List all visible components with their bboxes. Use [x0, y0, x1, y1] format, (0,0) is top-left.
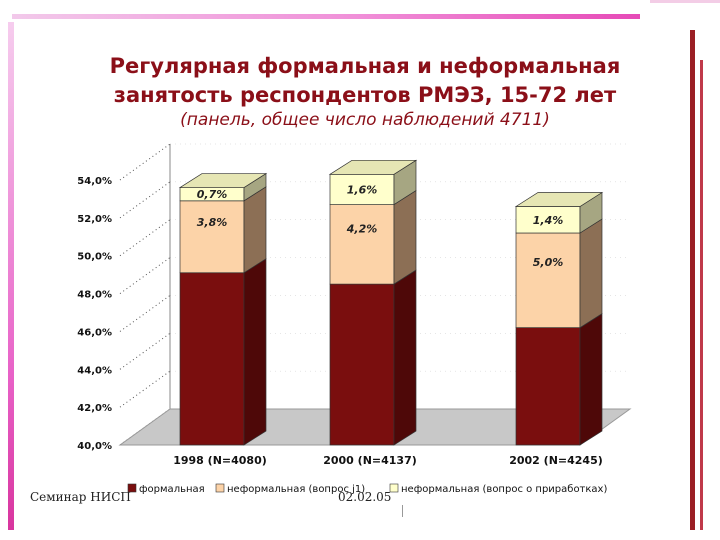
bar-segment-front	[515, 327, 581, 446]
footer-seminar: Семинар НИСП	[30, 490, 131, 504]
bar-segment-front	[329, 283, 395, 446]
footer-date: 02.02.05	[338, 490, 392, 504]
gridline-diagonal	[119, 143, 171, 181]
bar-segment-front	[329, 204, 395, 285]
gridline-diagonal	[119, 370, 171, 408]
y-tick-label: 54,0%	[77, 176, 112, 187]
bar-segment-front	[179, 272, 245, 446]
bar-segment-side	[579, 313, 603, 446]
right-decor-bar	[690, 30, 695, 530]
legend-label: неформальная (вопрос j1)	[227, 484, 365, 495]
bar-segment-side	[243, 258, 267, 446]
data-label-informal: 3,8%	[197, 216, 228, 229]
legend-label: формальная	[139, 484, 205, 495]
bar-segment-front	[179, 200, 245, 274]
slide-title: Регулярная формальная и неформальная зан…	[40, 52, 690, 110]
bar-segment-side	[243, 186, 267, 274]
bar-segment-side	[393, 269, 417, 446]
bar-segment-front	[329, 173, 395, 205]
x-tick-label: 2002 (N=4245)	[509, 454, 603, 467]
data-label-side-job: 1,4%	[533, 214, 564, 227]
legend-swatch	[215, 483, 225, 493]
top-decor-bar	[12, 14, 640, 19]
bar-segment-side	[393, 189, 417, 285]
x-tick-label: 1998 (N=4080)	[173, 454, 267, 467]
top-decor-bar-end	[650, 0, 720, 3]
bar-top-face	[328, 159, 418, 175]
y-tick-label: 52,0%	[77, 214, 112, 225]
bar-top-face	[514, 192, 604, 207]
bar-segment-side	[579, 218, 603, 329]
title-line-2: занятость респондентов РМЭЗ, 15-72 лет	[113, 83, 617, 107]
slide-subtitle: (панель, общее число наблюдений 4711)	[180, 110, 550, 130]
bar-segment-front	[515, 232, 581, 328]
data-label-side-job: 0,7%	[197, 188, 228, 201]
y-tick-label: 44,0%	[77, 365, 112, 376]
y-tick-label: 40,0%	[77, 441, 112, 452]
y-tick-label: 46,0%	[77, 327, 112, 338]
y-tick-label: 42,0%	[77, 403, 112, 414]
data-label-informal: 4,2%	[346, 222, 378, 235]
gridline-diagonal	[119, 295, 171, 332]
legend-swatch	[127, 483, 137, 493]
title-line-1: Регулярная формальная и неформальная	[109, 54, 621, 78]
legend-swatch	[389, 483, 399, 493]
gridline-diagonal	[119, 181, 171, 219]
y-tick-label: 48,0%	[77, 290, 112, 301]
legend-label: неформальная (вопрос о приработках)	[401, 484, 607, 495]
footer-divider	[402, 505, 403, 517]
gridline-diagonal	[119, 332, 171, 370]
data-label-informal: 5,0%	[533, 256, 564, 269]
bar-top-face	[178, 173, 268, 188]
right-decor-bar-thin	[700, 60, 703, 530]
gridline-diagonal	[119, 219, 171, 257]
left-decor-bar	[8, 22, 14, 530]
y-tick-label: 50,0%	[77, 252, 112, 263]
x-tick-label: 2000 (N=4137)	[323, 454, 417, 467]
gridline-diagonal	[119, 257, 171, 294]
data-label-side-job: 1,6%	[347, 183, 378, 196]
